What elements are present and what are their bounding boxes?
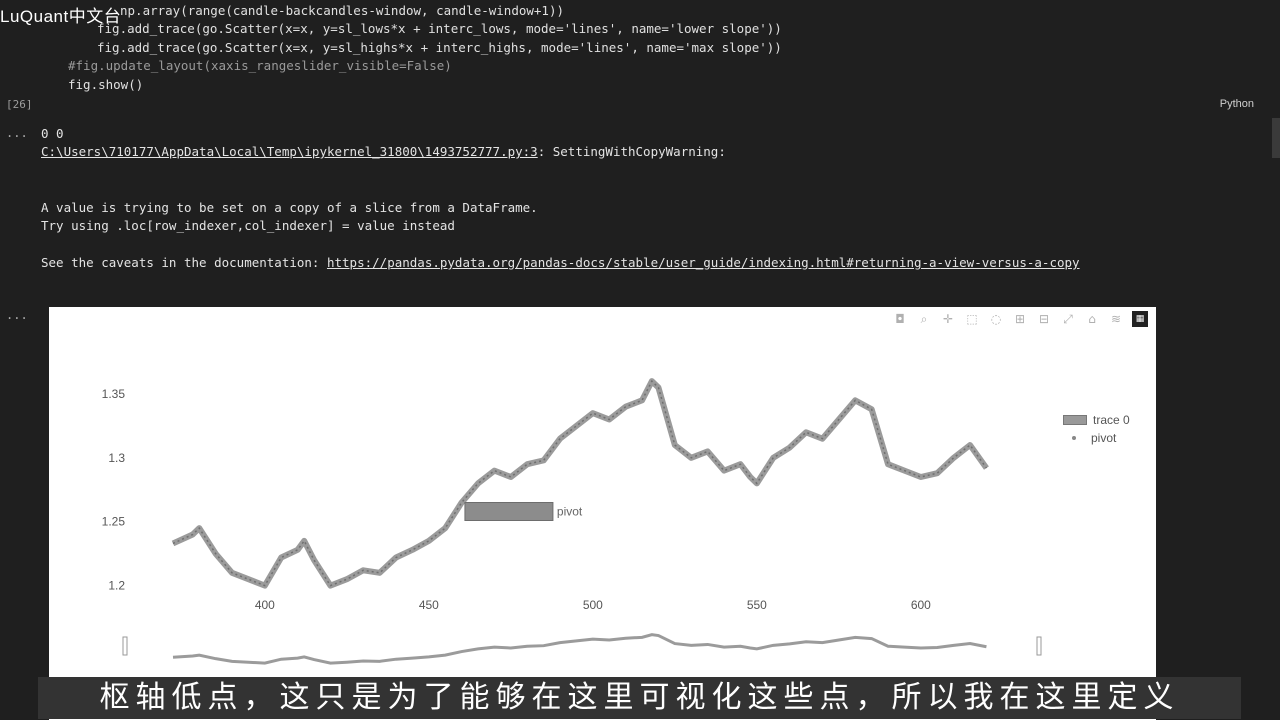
warning-message-1: A value is trying to be set on a copy of… xyxy=(41,200,538,215)
code-line: fig.show() xyxy=(68,77,144,92)
box-select-icon[interactable]: ⬚ xyxy=(966,312,978,326)
caveat-doc-link[interactable]: https://pandas.pydata.org/pandas-docs/st… xyxy=(326,255,1080,270)
spike-lines-icon[interactable]: ≋ xyxy=(1110,312,1122,326)
caveat-prefix: See the caveats in the documentation: xyxy=(41,255,327,270)
x-tick-label: 600 xyxy=(911,598,931,612)
code-line: #fig.update_layout(xaxis_rangeslider_vis… xyxy=(68,58,452,73)
code-line: np.array(range(candle-backcandles-window… xyxy=(120,3,565,18)
legend-item-pivot[interactable]: pivot xyxy=(1063,429,1130,447)
y-tick-label: 1.35 xyxy=(102,387,126,401)
output-menu-ellipsis[interactable]: ... xyxy=(6,126,28,140)
legend-item-trace0[interactable]: trace 0 xyxy=(1063,411,1130,429)
plot-modebar: ◘ ⌕ ✛ ⬚ ◌ ⊞ ⊟ ⤢ ⌂ ≋ ▦ xyxy=(892,311,1148,327)
cell-language-label[interactable]: Python xyxy=(1219,98,1254,110)
code-cell[interactable]: np.array(range(candle-backcandles-window… xyxy=(0,0,1270,118)
plot-area[interactable]: 1.2 1.25 1.3 1.35 400 450 500 550 600 pivot xyxy=(49,307,1156,720)
plot-legend: trace 0 pivot xyxy=(1063,411,1130,447)
y-tick-label: 1.2 xyxy=(108,579,125,593)
rangeslider-left-handle[interactable] xyxy=(122,636,128,656)
code-line: fig.add_trace(go.Scatter(x=x, y=sl_lows*… xyxy=(97,21,782,36)
execution-count: [26] xyxy=(6,98,33,111)
zoom-out-icon[interactable]: ⊟ xyxy=(1038,312,1050,326)
rangeslider-right-handle[interactable] xyxy=(1036,636,1042,656)
plotly-figure[interactable]: ◘ ⌕ ✛ ⬚ ◌ ⊞ ⊟ ⤢ ⌂ ≋ ▦ 1.2 1.25 1.3 1.35 400 450 500 550 60… xyxy=(49,307,1156,720)
vertical-scrollbar[interactable] xyxy=(1272,118,1280,158)
output-counts: 0 0 xyxy=(41,126,64,141)
pivot-annotation-label: pivot xyxy=(557,505,583,519)
code-line: fig.add_trace(go.Scatter(x=x, y=sl_highs… xyxy=(97,40,782,55)
warning-type: : SettingWithCopyWarning: xyxy=(537,144,726,159)
warning-path-link[interactable]: C:\Users\710177\AppData\Local\Temp\ipyke… xyxy=(41,144,538,159)
lasso-icon[interactable]: ◌ xyxy=(990,312,1002,326)
rangeslider-series xyxy=(172,633,987,665)
reset-axes-icon[interactable]: ⌂ xyxy=(1088,312,1096,326)
legend-label-pivot: pivot xyxy=(1091,431,1117,445)
plotly-logo-icon[interactable]: ▦ xyxy=(1132,311,1148,327)
caveat-line: See the caveats in the documentation: ht… xyxy=(41,255,1080,270)
x-tick-label: 500 xyxy=(583,598,603,612)
candlestick-legend-swatch xyxy=(1063,415,1087,425)
zoom-icon[interactable]: ⌕ xyxy=(920,312,928,326)
warning-message-2: Try using .loc[row_indexer,col_indexer] … xyxy=(41,218,455,233)
video-subtitle: 枢轴低点，这只是为了能够在这里可视化这些点，所以我在这里定义 xyxy=(38,677,1241,719)
candlestick-wicks xyxy=(172,379,988,587)
candlestick-series xyxy=(171,378,989,589)
x-tick-label: 550 xyxy=(747,598,767,612)
camera-icon[interactable]: ◘ xyxy=(895,312,905,326)
channel-watermark: LuQuant中文台 xyxy=(0,7,122,26)
x-tick-label: 400 xyxy=(255,598,275,612)
marker-legend-swatch xyxy=(1063,436,1085,440)
autoscale-icon[interactable]: ⤢ xyxy=(1063,312,1073,326)
plot-output-menu-ellipsis[interactable]: ... xyxy=(6,308,28,322)
legend-label-trace0: trace 0 xyxy=(1093,413,1130,427)
x-tick-label: 450 xyxy=(419,598,439,612)
zoom-in-icon[interactable]: ⊞ xyxy=(1014,312,1026,326)
y-tick-label: 1.25 xyxy=(102,515,126,529)
pan-icon[interactable]: ✛ xyxy=(942,312,954,326)
y-tick-label: 1.3 xyxy=(108,451,125,465)
pivot-annotation-box xyxy=(464,502,554,521)
warning-line: C:\Users\710177\AppData\Local\Temp\ipyke… xyxy=(41,144,726,159)
